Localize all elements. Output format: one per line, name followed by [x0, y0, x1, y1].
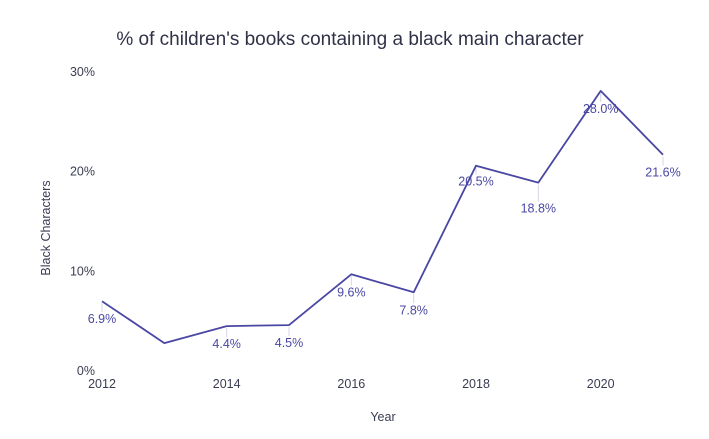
x-tick-label: 2012	[88, 377, 116, 391]
data-point	[287, 323, 291, 327]
y-tick-label: 20%	[70, 165, 95, 179]
data-label: 4.5%	[275, 336, 304, 350]
x-axis-label: Year	[370, 410, 395, 424]
data-labels: 6.9% 4.4% 4.5% 9.6% 7.8% 20.5% 18.8% 28.0% 21.6%	[88, 102, 681, 351]
label-leaders	[101, 92, 664, 338]
data-label: 9.6%	[337, 285, 366, 299]
data-label: 7.8%	[399, 303, 428, 317]
data-label: 18.8%	[521, 202, 556, 216]
data-points	[100, 89, 665, 345]
data-label: 28.0%	[583, 102, 618, 116]
data-point	[162, 341, 166, 345]
x-tick-label: 2016	[337, 377, 365, 391]
y-tick-label: 10%	[70, 264, 95, 278]
y-tick-label: 30%	[70, 65, 95, 79]
data-point	[661, 153, 665, 157]
data-point	[100, 299, 104, 303]
data-point	[536, 181, 540, 185]
data-label: 21.6%	[645, 166, 680, 180]
x-tick-label: 2014	[213, 377, 241, 391]
series-line	[101, 90, 664, 344]
y-tick-label: 0%	[77, 364, 95, 378]
chart-title: % of children's books containing a black…	[116, 29, 584, 50]
data-point	[599, 89, 603, 93]
x-tick-label: 2018	[462, 377, 490, 391]
x-tick-labels: 2012 2014 2016 2018 2020	[88, 377, 615, 391]
data-label: 20.5%	[458, 175, 493, 189]
y-axis-label: Black Characters	[39, 180, 53, 275]
x-tick-label: 2020	[587, 377, 615, 391]
data-label: 6.9%	[88, 312, 117, 326]
data-label: 4.4%	[212, 337, 241, 351]
data-point	[349, 272, 353, 276]
data-point	[474, 164, 478, 168]
y-tick-labels: 0% 10% 20% 30%	[70, 65, 95, 378]
data-point	[225, 324, 229, 328]
data-point	[412, 290, 416, 294]
